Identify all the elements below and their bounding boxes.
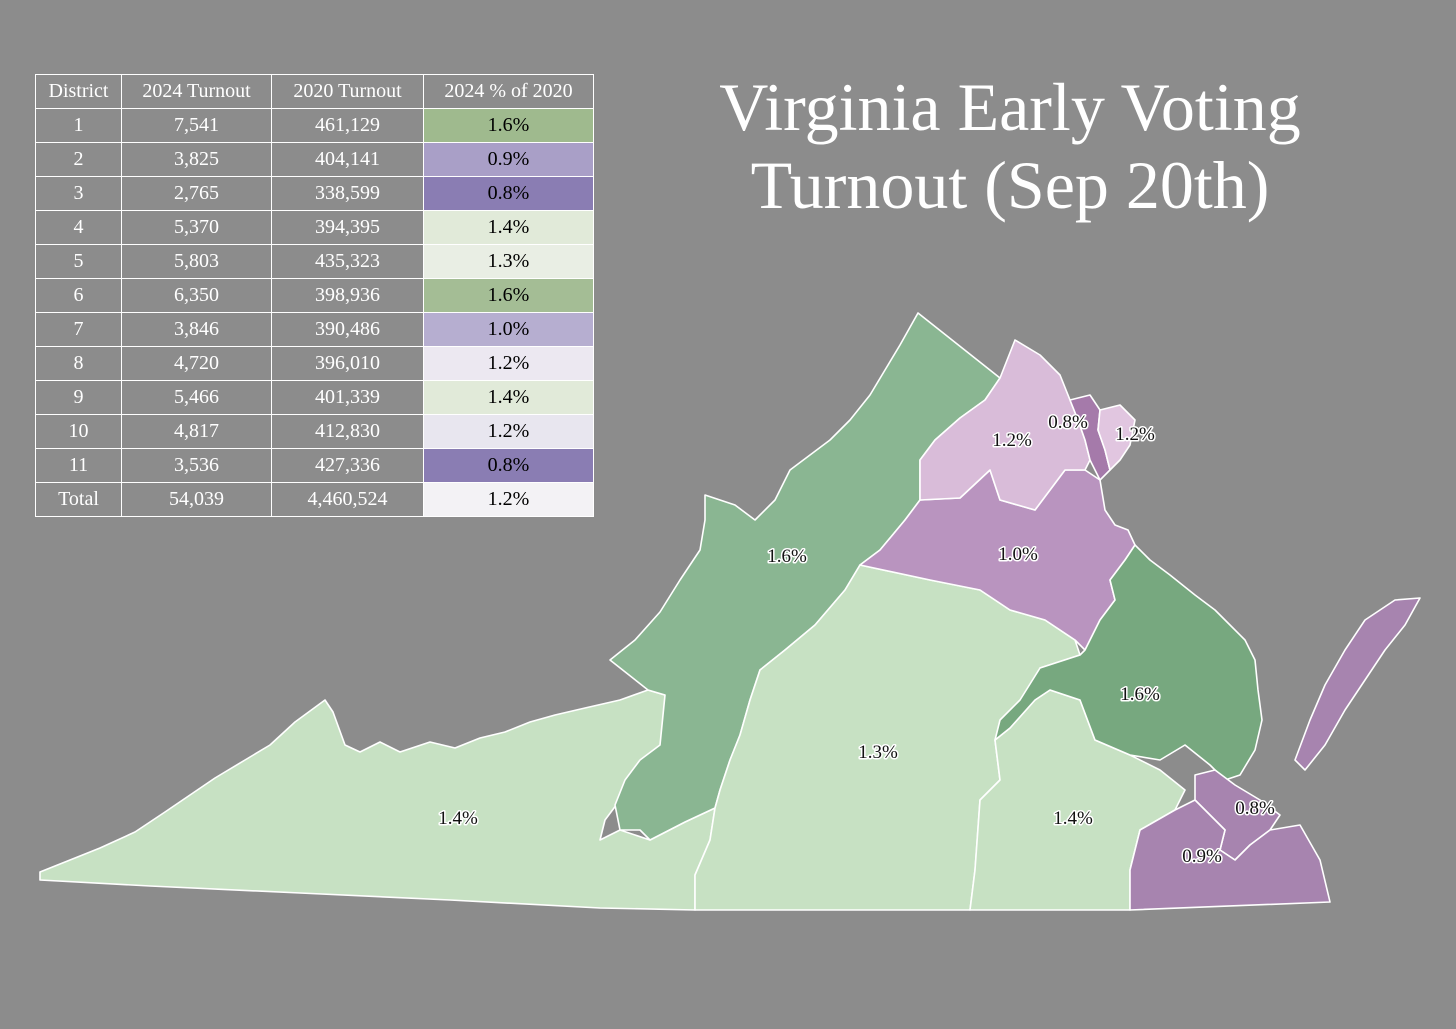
turnout-2020-cell: 398,936	[271, 278, 424, 313]
table-row: 3 2,765 338,599 0.8%	[35, 176, 594, 211]
turnout-2024-cell: 6,350	[121, 278, 272, 313]
table-row: 4 5,370 394,395 1.4%	[35, 210, 594, 245]
pct-cell: 1.2%	[423, 346, 594, 381]
district-4-label: 1.4%	[1053, 808, 1093, 829]
table-header: District 2024 Turnout 2020 Turnout 2024 …	[35, 74, 594, 109]
turnout-2020-cell: 394,395	[271, 210, 424, 245]
table-row: 5 5,803 435,323 1.3%	[35, 244, 594, 279]
turnout-2024-cell: 54,039	[121, 482, 272, 517]
map-labels: 1.6% 0.9% 0.8% 1.4% 1.3% 1.6% 1.0% 0.8% 1.4% 1.2%…	[437, 411, 1277, 869]
table-row: Total 54,039 4,460,524 1.2%	[35, 482, 594, 517]
district-8-label: 0.8%	[1048, 412, 1088, 433]
pct-cell: 1.6%	[423, 278, 594, 313]
turnout-2024-cell: 2,765	[121, 176, 272, 211]
table-row: 9 5,466 401,339 1.4%	[35, 380, 594, 415]
district-9-shape	[39, 689, 716, 911]
district-cell: 3	[35, 176, 122, 211]
turnout-2024-cell: 7,541	[121, 108, 272, 143]
turnout-2020-cell: 427,336	[271, 448, 424, 483]
table-body: 1 7,541 461,129 1.6% 2 3,825 404,141 0.9% 3 2,765…	[35, 108, 594, 517]
district-9-label: 1.4%	[438, 808, 478, 829]
district-3-label: 0.8%	[1235, 798, 1275, 819]
table-row: 7 3,846 390,486 1.0%	[35, 312, 594, 347]
title-line-2: Turnout (Sep 20th)	[750, 147, 1270, 223]
turnout-table: District 2024 Turnout 2020 Turnout 2024 …	[35, 74, 594, 517]
district-cell: 8	[35, 346, 122, 381]
district-cell: 9	[35, 380, 122, 415]
pct-cell: 1.0%	[423, 312, 594, 347]
district-cell: 6	[35, 278, 122, 313]
header-pct: 2024 % of 2020	[423, 74, 594, 109]
district-7-label: 1.0%	[998, 544, 1038, 565]
turnout-2024-cell: 4,817	[121, 414, 272, 449]
table-header-row: District 2024 Turnout 2020 Turnout 2024 …	[35, 74, 594, 109]
district-2-eastern-shore-shape	[1294, 597, 1421, 771]
table-row: 2 3,825 404,141 0.9%	[35, 142, 594, 177]
pct-cell: 0.8%	[423, 176, 594, 211]
pct-cell: 1.3%	[423, 244, 594, 279]
district-6-label: 1.6%	[767, 546, 807, 567]
pct-cell: 1.4%	[423, 210, 594, 245]
turnout-2020-cell: 396,010	[271, 346, 424, 381]
pct-cell: 1.2%	[423, 482, 594, 517]
district-cell: 7	[35, 312, 122, 347]
district-1-shape	[994, 544, 1263, 781]
header-2020-turnout: 2020 Turnout	[271, 74, 424, 109]
header-district: District	[35, 74, 122, 109]
table-row: 10 4,817 412,830 1.2%	[35, 414, 594, 449]
district-10-label: 1.2%	[992, 430, 1032, 451]
pct-cell: 0.9%	[423, 142, 594, 177]
title-line-1: Virginia Early Voting	[719, 69, 1301, 145]
district-cell: Total	[35, 482, 122, 517]
table-row: 8 4,720 396,010 1.2%	[35, 346, 594, 381]
district-2-shape	[1129, 799, 1331, 911]
district-5-label: 1.3%	[858, 742, 898, 763]
turnout-2020-cell: 412,830	[271, 414, 424, 449]
turnout-2020-cell: 4,460,524	[271, 482, 424, 517]
turnout-2024-cell: 3,536	[121, 448, 272, 483]
table-row: 6 6,350 398,936 1.6%	[35, 278, 594, 313]
district-cell: 4	[35, 210, 122, 245]
district-cell: 10	[35, 414, 122, 449]
turnout-2020-cell: 404,141	[271, 142, 424, 177]
turnout-2020-cell: 435,323	[271, 244, 424, 279]
turnout-2020-cell: 338,599	[271, 176, 424, 211]
district-cell: 2	[35, 142, 122, 177]
district-11-label: 1.2%	[1115, 424, 1155, 445]
table-row: 11 3,536 427,336 0.8%	[35, 448, 594, 483]
pct-cell: 1.4%	[423, 380, 594, 415]
turnout-2020-cell: 461,129	[271, 108, 424, 143]
pct-cell: 1.2%	[423, 414, 594, 449]
district-1-label: 1.6%	[1120, 684, 1160, 705]
district-11-shape	[1097, 404, 1136, 471]
pct-cell: 0.8%	[423, 448, 594, 483]
page-title: Virginia Early Voting Turnout (Sep 20th)	[640, 68, 1380, 224]
district-2-label: 0.9%	[1182, 846, 1222, 867]
district-cell: 5	[35, 244, 122, 279]
